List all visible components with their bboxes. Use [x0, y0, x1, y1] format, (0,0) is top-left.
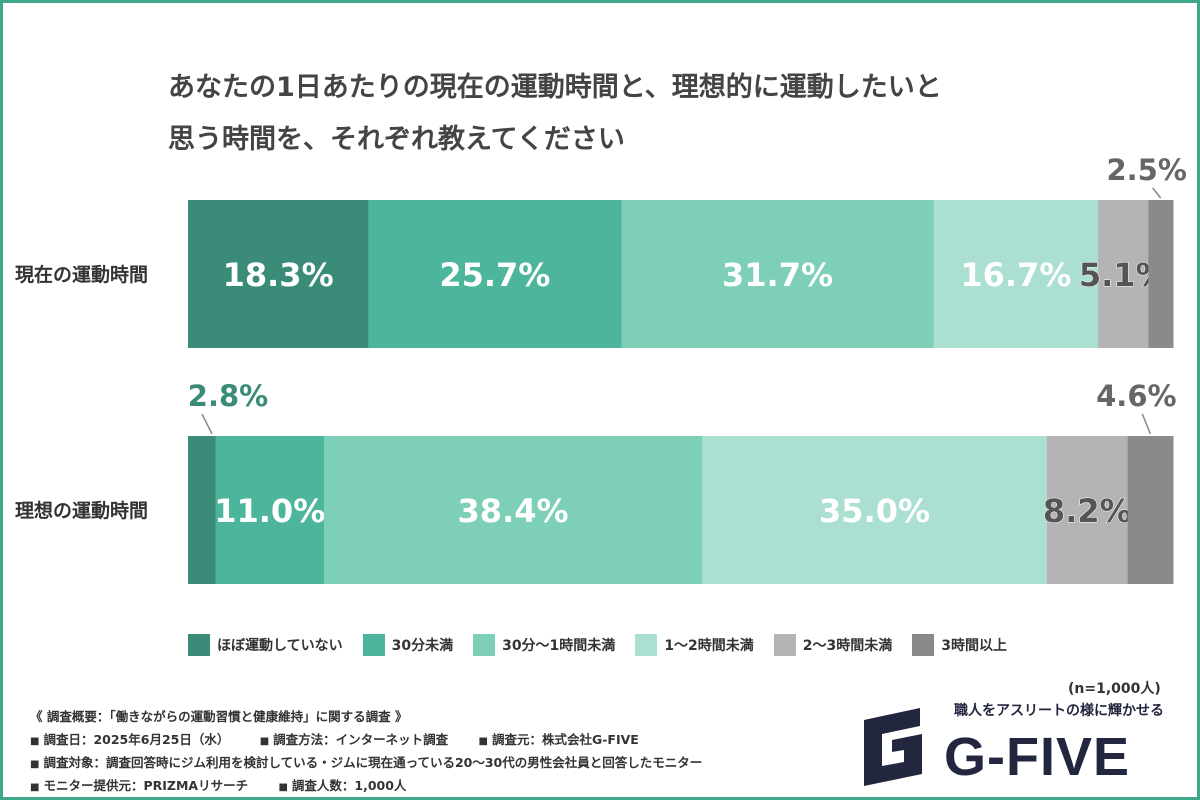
legend-item-2h-3h: 2〜3時間未満 [773, 634, 893, 656]
legend-swatch [773, 634, 796, 656]
overview-text: 調査人数：1,000人 [291, 778, 407, 793]
bar-segment [1148, 200, 1174, 348]
data-label: 25.7% [439, 256, 550, 294]
legend-label: 30分未満 [391, 638, 454, 654]
title-line-1: あなたの1日あたりの現在の運動時間と、理想的に運動したいと [168, 72, 942, 103]
bar-segment [1046, 436, 1129, 584]
bar-segment [1098, 200, 1149, 348]
chart-title: あなたの1日あたりの現在の運動時間と、理想的に運動したいと 思う時間を、それぞれ… [168, 62, 1068, 166]
bullet-icon: ■ [278, 782, 288, 793]
data-label: 35.0% [819, 492, 930, 530]
data-label: 18.3% [223, 256, 334, 294]
legend-label: 3時間以上 [941, 638, 1008, 654]
overview-line: ■ モニター提供元：PRIZMAリサーチ ■ 調査人数：1,000人 [30, 774, 702, 797]
legend-label: ほぼ運動していない [217, 638, 343, 654]
bar-segment [621, 200, 935, 348]
logo-tagline: 職人をアスリートの様に輝かせる [954, 703, 1164, 719]
bar-segment [368, 200, 622, 348]
legend-swatch [362, 634, 385, 656]
bullet-icon: ■ [259, 736, 270, 747]
legend-swatch [473, 634, 496, 656]
bar-segment [215, 436, 325, 584]
bar-segment [323, 436, 703, 584]
data-label: 11.0% [214, 492, 325, 530]
category-label: 理想の運動時間 [15, 499, 148, 522]
overview-text: 調査元：株式会社G-FIVE [491, 732, 639, 747]
legend-swatch [635, 634, 658, 656]
bar-segment [1127, 436, 1174, 584]
legend-item-under-30min: 30分未満 [362, 634, 454, 656]
bar-segment [702, 436, 1048, 584]
overview-line: ■ 調査日：2025年6月25日（水） ■ 調査方法：インターネット調査 ■ 調査元：… [30, 728, 702, 751]
overview-item: ■ モニター提供元：PRIZMAリサーチ [30, 774, 248, 799]
leader-line [1152, 187, 1162, 199]
legend-label: 30分〜1時間未満 [502, 638, 616, 654]
data-label: 8.2% [1043, 492, 1132, 530]
g-five-logo: 職人をアスリートの様に輝かせる G-FIVE [858, 700, 1178, 792]
data-label: 4.6% [1096, 379, 1176, 413]
bullet-icon: ■ [30, 759, 40, 770]
category-label: 現在の運動時間 [15, 263, 148, 286]
title-line-2: 思う時間を、それぞれ教えてください [168, 124, 625, 155]
data-label: 2.8% [188, 379, 268, 413]
bullet-icon: ■ [30, 782, 40, 793]
overview-line: ■ 調査対象：調査回答時にジム利用を検討している・ジムに現在通っている20〜30代… [30, 751, 702, 774]
overview-text: モニター提供元：PRIZMAリサーチ [43, 778, 249, 793]
sample-size-label: (n=1,000人) [1068, 681, 1161, 697]
legend-item-30min-1h: 30分〜1時間未満 [473, 634, 615, 656]
bullet-icon: ■ [478, 736, 488, 747]
legend-item-1h-2h: 1〜2時間未満 [635, 634, 754, 656]
overview-item: ■ 調査元：株式会社G-FIVE [479, 728, 639, 753]
g-five-logo-mark-icon [864, 708, 922, 786]
overview-text: 調査日：2025年6月25日（水） [43, 732, 230, 747]
leader-line [1141, 413, 1152, 435]
logo-name: G-FIVE [944, 727, 1131, 787]
overview-item: ■ 調査方法：インターネット調査 [260, 728, 448, 753]
legend-label: 2〜3時間未満 [802, 638, 893, 654]
data-label: 2.5% [1106, 153, 1186, 187]
leader-line [201, 413, 213, 435]
bar-segment [933, 200, 1099, 348]
legend-item-over-3h: 3時間以上 [912, 634, 1007, 656]
overview-text: 調査方法：インターネット調査 [273, 732, 449, 747]
overview-item: ■ 調査対象：調査回答時にジム利用を検討している・ジムに現在通っている20〜30代… [30, 751, 702, 776]
overview-item: ■ 調査人数：1,000人 [278, 774, 406, 799]
bullet-icon: ■ [30, 736, 40, 747]
data-label: 38.4% [458, 492, 569, 530]
survey-overview: 《 調査概要：「働きながらの運動習慣と健康維持」に関する調査 》 ■ 調査日：20… [30, 705, 702, 797]
data-label: 31.7% [722, 256, 833, 294]
legend-swatch [188, 634, 210, 656]
legend-item-almost-none: ほぼ運動していない [188, 634, 343, 656]
bar-segment [188, 436, 217, 584]
overview-heading: 《 調査概要：「働きながらの運動習慣と健康維持」に関する調査 》 [30, 709, 408, 724]
overview-text: 調査対象：調査回答時にジム利用を検討している・ジムに現在通っている20〜30代の… [43, 755, 703, 770]
legend-swatch [912, 634, 935, 656]
overview-item: ■ 調査日：2025年6月25日（水） [30, 728, 229, 753]
chart-legend: ほぼ運動していない 30分未満 30分〜1時間未満 1〜2時間未満 2〜3時間未… [188, 634, 1007, 656]
legend-label: 1〜2時間未満 [664, 638, 754, 654]
data-label: 16.7% [960, 256, 1071, 294]
bar-segment [188, 200, 369, 348]
